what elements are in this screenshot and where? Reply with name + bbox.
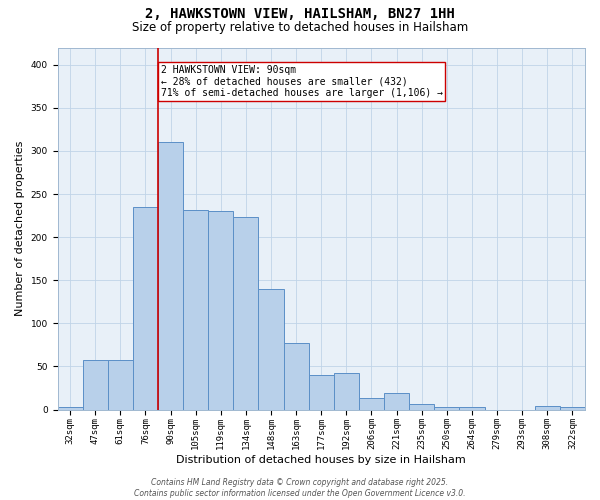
Text: Contains HM Land Registry data © Crown copyright and database right 2025.
Contai: Contains HM Land Registry data © Crown c… — [134, 478, 466, 498]
Bar — [208, 212, 233, 410]
Bar — [359, 398, 384, 409]
Bar — [83, 360, 108, 410]
Bar — [133, 207, 158, 410]
Bar — [535, 406, 560, 409]
Bar — [58, 407, 83, 410]
Y-axis label: Number of detached properties: Number of detached properties — [15, 141, 25, 316]
Bar — [108, 360, 133, 410]
Bar — [460, 407, 485, 410]
Bar — [183, 210, 208, 410]
Bar — [158, 142, 183, 410]
X-axis label: Distribution of detached houses by size in Hailsham: Distribution of detached houses by size … — [176, 455, 466, 465]
Text: 2, HAWKSTOWN VIEW, HAILSHAM, BN27 1HH: 2, HAWKSTOWN VIEW, HAILSHAM, BN27 1HH — [145, 8, 455, 22]
Text: Size of property relative to detached houses in Hailsham: Size of property relative to detached ho… — [132, 21, 468, 34]
Bar — [233, 218, 259, 410]
Bar — [409, 404, 434, 409]
Bar — [284, 343, 309, 409]
Bar — [384, 393, 409, 409]
Bar — [259, 289, 284, 410]
Text: 2 HAWKSTOWN VIEW: 90sqm
← 28% of detached houses are smaller (432)
71% of semi-d: 2 HAWKSTOWN VIEW: 90sqm ← 28% of detache… — [161, 64, 443, 98]
Bar — [434, 407, 460, 410]
Bar — [560, 407, 585, 410]
Bar — [334, 374, 359, 410]
Bar — [309, 375, 334, 410]
